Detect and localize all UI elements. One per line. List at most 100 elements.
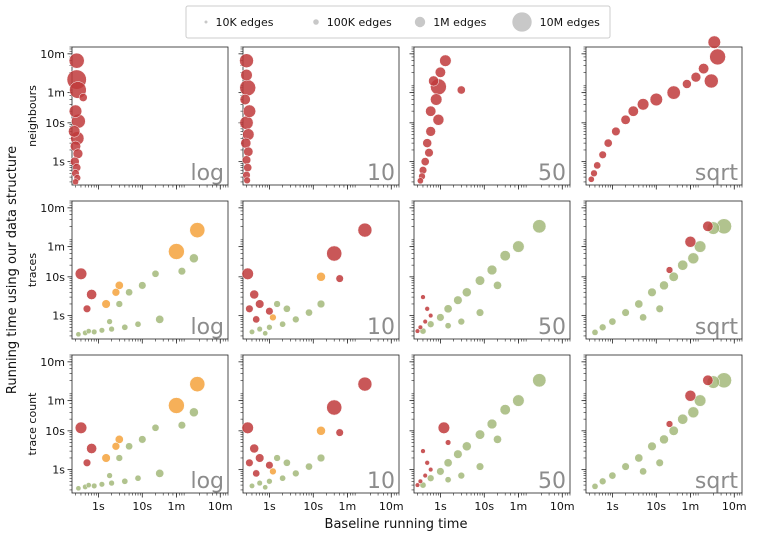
- data-point: [240, 137, 252, 149]
- data-point: [155, 469, 165, 478]
- data-point: [639, 467, 647, 476]
- data-point: [239, 53, 254, 68]
- data-point: [414, 328, 421, 334]
- data-point: [694, 394, 707, 407]
- data-point: [422, 319, 428, 325]
- panel-points: [241, 376, 373, 491]
- panel-points: [74, 222, 206, 338]
- data-point: [420, 448, 426, 454]
- data-point: [245, 304, 254, 313]
- row-label: traces: [26, 253, 39, 287]
- data-point: [115, 454, 123, 462]
- data-point: [114, 281, 124, 290]
- data-point: [151, 423, 160, 432]
- data-point: [151, 269, 160, 278]
- data-point: [266, 324, 273, 331]
- column-label: log: [190, 161, 224, 186]
- data-point: [279, 474, 286, 482]
- data-point: [425, 126, 436, 137]
- data-point: [684, 390, 697, 402]
- column-label: 50: [538, 161, 566, 186]
- data-point: [252, 469, 261, 478]
- data-point: [266, 478, 273, 485]
- panel-frame: [413, 46, 571, 186]
- panel: 10: [238, 200, 400, 344]
- data-point: [649, 92, 663, 107]
- data-point: [694, 240, 707, 253]
- data-point: [283, 304, 291, 313]
- x-tick-label: 10m: [722, 500, 747, 513]
- data-point: [241, 267, 254, 280]
- data-point: [108, 479, 115, 487]
- data-point: [532, 219, 547, 234]
- panel-frame: [242, 46, 400, 186]
- panel-points: [591, 218, 732, 336]
- data-point: [475, 429, 485, 440]
- legend: 10K edges 100K edges 1M edges 10M edges: [185, 5, 611, 39]
- data-point: [111, 288, 121, 297]
- x-tick-label: 1s: [606, 500, 619, 513]
- data-point: [316, 299, 326, 309]
- data-point: [647, 287, 657, 297]
- data-point: [677, 259, 689, 271]
- data-point: [437, 421, 450, 434]
- data-point: [78, 93, 88, 102]
- data-point: [414, 482, 421, 488]
- row-label: trace count: [26, 392, 39, 456]
- data-point: [269, 467, 277, 476]
- data-point: [634, 299, 644, 309]
- column-label: 10: [367, 161, 395, 186]
- data-point: [475, 462, 485, 471]
- data-point: [666, 85, 681, 100]
- data-point: [262, 330, 269, 337]
- data-point: [75, 331, 82, 338]
- data-point: [168, 397, 185, 414]
- legend-label: 1M edges: [433, 16, 486, 29]
- data-point: [189, 407, 199, 418]
- data-point: [486, 264, 498, 276]
- data-point: [245, 458, 254, 467]
- data-point: [239, 115, 254, 130]
- data-point: [677, 413, 689, 425]
- panel: 1s 10s 1m 10m log: [40, 200, 229, 344]
- data-point: [326, 245, 343, 262]
- x-tick-label: 1m: [682, 500, 700, 513]
- data-point: [453, 449, 463, 459]
- y-tick-label: 10s: [45, 117, 65, 130]
- data-point: [189, 222, 206, 238]
- data-point: [125, 442, 133, 451]
- x-tick-label: 10s: [132, 500, 152, 513]
- panel-points: [239, 53, 256, 184]
- data-point: [427, 320, 435, 328]
- panel-points: [587, 35, 726, 183]
- panel-points: [591, 372, 732, 490]
- data-point: [106, 318, 113, 325]
- data-point: [599, 477, 607, 485]
- data-point: [256, 480, 263, 487]
- column-label: 50: [538, 315, 566, 340]
- column-label: sqrt: [695, 469, 738, 494]
- data-point: [647, 441, 657, 451]
- legend-marker: [512, 12, 532, 32]
- y-tick-label: 10m: [40, 356, 65, 369]
- data-point: [444, 322, 452, 330]
- panel: 1s 10s 1m 10m log: [40, 46, 229, 190]
- x-tick-label: 10m: [379, 500, 404, 513]
- data-point: [684, 236, 697, 248]
- data-point: [335, 274, 344, 283]
- data-point: [86, 289, 97, 300]
- data-point: [75, 485, 82, 492]
- data-point: [709, 48, 726, 66]
- x-tick-label: 1m: [168, 500, 186, 513]
- data-point: [115, 300, 123, 308]
- column-label: log: [190, 469, 224, 494]
- panel: 1s 10s 1m 10m sqrt: [581, 354, 747, 513]
- data-point: [417, 324, 423, 330]
- data-point: [239, 94, 251, 105]
- data-point: [138, 281, 147, 290]
- data-point: [91, 328, 98, 335]
- panel-frame: [71, 200, 229, 340]
- data-point: [262, 484, 269, 491]
- data-point: [424, 148, 434, 158]
